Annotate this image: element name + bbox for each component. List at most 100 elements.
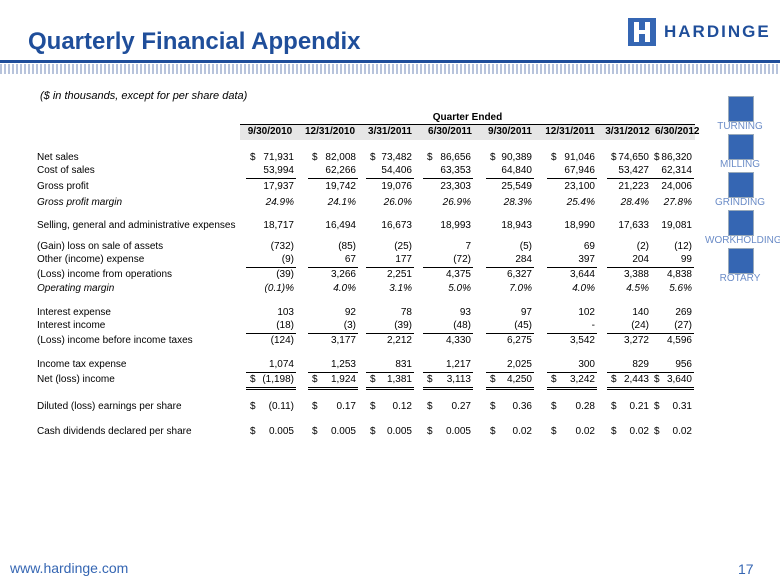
value: 54,406 xyxy=(381,165,412,176)
value: (18) xyxy=(276,320,294,331)
header-band xyxy=(0,64,780,74)
underline xyxy=(547,267,597,268)
row-label: Diluted (loss) earnings per share xyxy=(37,401,182,412)
value: (124) xyxy=(270,335,294,346)
value: 4,250 xyxy=(506,374,532,385)
value: 1,253 xyxy=(330,359,356,370)
currency: $ xyxy=(370,426,376,437)
value: 829 xyxy=(632,359,649,370)
underline xyxy=(366,372,414,373)
currency: $ xyxy=(490,401,496,412)
currency: $ xyxy=(611,401,617,412)
value: 19,081 xyxy=(661,220,692,231)
value: 99 xyxy=(680,254,692,265)
value: 69 xyxy=(583,241,595,252)
logo-icon xyxy=(628,18,656,46)
underline xyxy=(650,333,694,334)
value: 62,314 xyxy=(661,165,692,176)
currency: $ xyxy=(427,401,433,412)
currency: $ xyxy=(250,426,256,437)
underline xyxy=(366,387,414,390)
group-header: Quarter Ended xyxy=(432,112,503,123)
value: 90,389 xyxy=(501,152,532,163)
currency: $ xyxy=(427,374,433,385)
underline xyxy=(308,372,358,373)
value: 2,251 xyxy=(386,269,412,280)
value: 300 xyxy=(578,359,595,370)
currency: $ xyxy=(427,426,433,437)
value: 103 xyxy=(277,307,294,318)
currency: $ xyxy=(490,426,496,437)
value: 140 xyxy=(632,307,649,318)
value: (25) xyxy=(394,241,412,252)
value: 25,549 xyxy=(501,181,532,192)
currency: $ xyxy=(611,426,617,437)
category-icon xyxy=(728,96,754,122)
value: (72) xyxy=(453,254,471,265)
value: 102 xyxy=(578,307,595,318)
value: - xyxy=(591,320,595,331)
value: (0.11) xyxy=(268,401,294,412)
value: 204 xyxy=(632,254,649,265)
underline xyxy=(423,387,473,390)
page-number: 17 xyxy=(738,561,754,577)
value: 17,633 xyxy=(618,220,649,231)
underline xyxy=(650,178,694,179)
value: 82,008 xyxy=(325,152,356,163)
currency: $ xyxy=(551,426,557,437)
underline xyxy=(486,372,534,373)
value: 18,943 xyxy=(501,220,532,231)
value: 53,994 xyxy=(263,165,294,176)
value: 16,494 xyxy=(325,220,356,231)
value: 956 xyxy=(675,359,692,370)
value: 92 xyxy=(344,307,356,318)
value: 3,266 xyxy=(330,269,356,280)
underline xyxy=(246,178,296,179)
value: (39) xyxy=(394,320,412,331)
currency: $ xyxy=(654,374,660,385)
underline xyxy=(547,333,597,334)
currency: $ xyxy=(490,374,496,385)
column-header: 6/30/2012 xyxy=(655,126,700,137)
currency: $ xyxy=(250,401,256,412)
underline xyxy=(547,372,597,373)
value: 284 xyxy=(515,254,532,265)
value: 93 xyxy=(459,307,471,318)
currency: $ xyxy=(312,374,318,385)
column-header: 3/31/2011 xyxy=(368,126,412,137)
value: 67 xyxy=(344,254,356,265)
value: 5.6% xyxy=(669,283,692,294)
value: 28.4% xyxy=(620,197,649,208)
title: Quarterly Financial Appendix xyxy=(28,28,361,55)
value: 269 xyxy=(675,307,692,318)
value: 0.005 xyxy=(330,426,356,437)
currency: $ xyxy=(250,152,256,163)
underline xyxy=(246,333,296,334)
currency: $ xyxy=(611,152,617,163)
value: (48) xyxy=(453,320,471,331)
value: 4.5% xyxy=(626,283,649,294)
underline xyxy=(650,267,694,268)
value: 3,542 xyxy=(569,335,595,346)
value: 17,937 xyxy=(263,181,294,192)
value: 831 xyxy=(395,359,412,370)
value: 62,266 xyxy=(325,165,356,176)
value: 71,931 xyxy=(263,152,294,163)
value: 73,482 xyxy=(381,152,412,163)
value: (1,198) xyxy=(262,374,294,385)
value: 19,076 xyxy=(381,181,412,192)
currency: $ xyxy=(551,401,557,412)
value: 24.1% xyxy=(327,197,356,208)
column-header: 9/30/2010 xyxy=(247,126,293,137)
value: 3.1% xyxy=(389,283,412,294)
currency: $ xyxy=(551,374,557,385)
value: 6,275 xyxy=(506,335,532,346)
value: 63,353 xyxy=(440,165,471,176)
value: 4,838 xyxy=(666,269,692,280)
underline xyxy=(547,387,597,390)
underline xyxy=(607,267,651,268)
value: (5) xyxy=(519,241,532,252)
value: 74,650 xyxy=(618,152,649,163)
value: 0.36 xyxy=(512,401,532,412)
value: 397 xyxy=(578,254,595,265)
